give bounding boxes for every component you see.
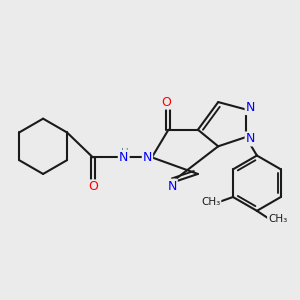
Text: H: H: [121, 148, 129, 158]
Text: N: N: [143, 151, 152, 164]
Text: O: O: [162, 96, 172, 109]
Text: N: N: [246, 101, 255, 114]
Text: O: O: [88, 180, 98, 194]
Text: CH₃: CH₃: [268, 214, 287, 224]
Text: N: N: [246, 132, 255, 146]
Text: N: N: [119, 151, 128, 164]
Text: N: N: [167, 180, 177, 193]
Text: CH₃: CH₃: [201, 197, 220, 207]
